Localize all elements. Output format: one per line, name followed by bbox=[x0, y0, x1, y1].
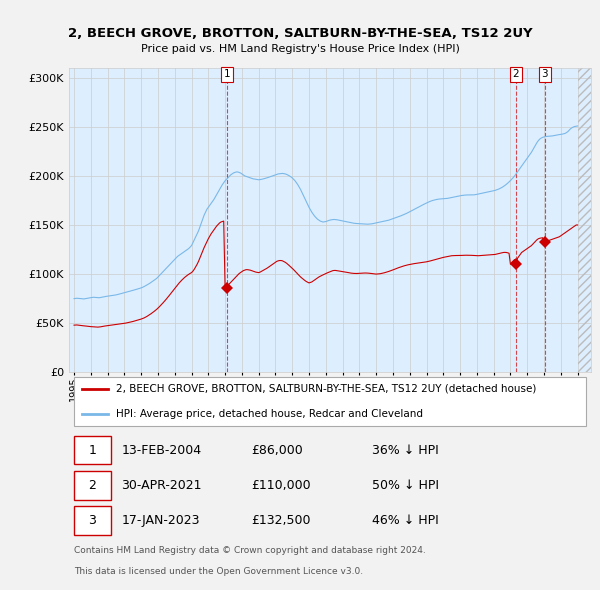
Text: 46% ↓ HPI: 46% ↓ HPI bbox=[372, 514, 439, 527]
FancyBboxPatch shape bbox=[74, 506, 111, 535]
Bar bbox=[578, 58, 595, 372]
Text: 50% ↓ HPI: 50% ↓ HPI bbox=[372, 479, 439, 492]
Text: 2: 2 bbox=[89, 479, 97, 492]
Text: £132,500: £132,500 bbox=[252, 514, 311, 527]
Text: HPI: Average price, detached house, Redcar and Cleveland: HPI: Average price, detached house, Redc… bbox=[116, 409, 423, 419]
FancyBboxPatch shape bbox=[74, 377, 586, 425]
Text: 1: 1 bbox=[89, 444, 97, 457]
Text: This data is licensed under the Open Government Licence v3.0.: This data is licensed under the Open Gov… bbox=[74, 566, 364, 576]
Text: 2, BEECH GROVE, BROTTON, SALTBURN-BY-THE-SEA, TS12 2UY: 2, BEECH GROVE, BROTTON, SALTBURN-BY-THE… bbox=[68, 27, 532, 40]
Text: £110,000: £110,000 bbox=[252, 479, 311, 492]
Text: Contains HM Land Registry data © Crown copyright and database right 2024.: Contains HM Land Registry data © Crown c… bbox=[74, 546, 426, 555]
Text: 30-APR-2021: 30-APR-2021 bbox=[121, 479, 202, 492]
Text: 13-FEB-2004: 13-FEB-2004 bbox=[121, 444, 202, 457]
Text: £86,000: £86,000 bbox=[252, 444, 304, 457]
Text: 3: 3 bbox=[89, 514, 97, 527]
Text: 2: 2 bbox=[512, 70, 519, 80]
Text: 2, BEECH GROVE, BROTTON, SALTBURN-BY-THE-SEA, TS12 2UY (detached house): 2, BEECH GROVE, BROTTON, SALTBURN-BY-THE… bbox=[116, 384, 536, 394]
Text: 36% ↓ HPI: 36% ↓ HPI bbox=[372, 444, 439, 457]
Text: 17-JAN-2023: 17-JAN-2023 bbox=[121, 514, 200, 527]
Text: 3: 3 bbox=[542, 70, 548, 80]
Text: Price paid vs. HM Land Registry's House Price Index (HPI): Price paid vs. HM Land Registry's House … bbox=[140, 44, 460, 54]
FancyBboxPatch shape bbox=[74, 436, 111, 464]
Text: 1: 1 bbox=[224, 70, 230, 80]
FancyBboxPatch shape bbox=[74, 471, 111, 500]
